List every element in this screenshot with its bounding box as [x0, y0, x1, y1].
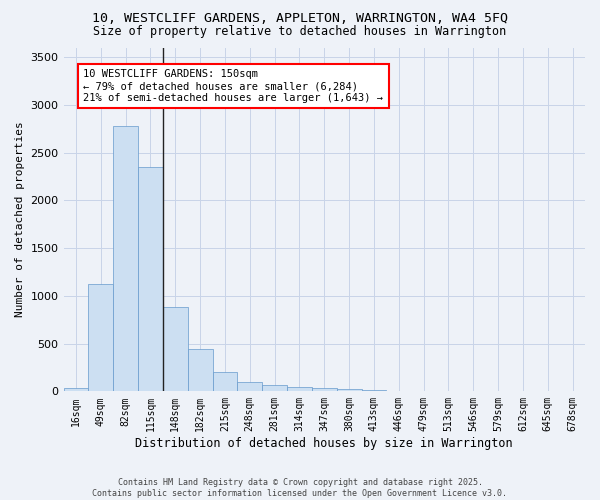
Bar: [188, 350, 212, 392]
Bar: [138, 167, 163, 392]
Text: Size of property relative to detached houses in Warrington: Size of property relative to detached ho…: [94, 25, 506, 38]
Bar: [113, 126, 138, 392]
Bar: [262, 384, 287, 392]
Text: 10, WESTCLIFF GARDENS, APPLETON, WARRINGTON, WA4 5FQ: 10, WESTCLIFF GARDENS, APPLETON, WARRING…: [92, 12, 508, 26]
Text: 10 WESTCLIFF GARDENS: 150sqm
← 79% of detached houses are smaller (6,284)
21% of: 10 WESTCLIFF GARDENS: 150sqm ← 79% of de…: [83, 70, 383, 102]
Bar: [64, 388, 88, 392]
Bar: [212, 372, 238, 392]
Bar: [312, 388, 337, 392]
Bar: [337, 390, 362, 392]
Bar: [238, 382, 262, 392]
Bar: [88, 284, 113, 392]
Y-axis label: Number of detached properties: Number of detached properties: [15, 122, 25, 318]
Bar: [362, 390, 386, 392]
Text: Contains HM Land Registry data © Crown copyright and database right 2025.
Contai: Contains HM Land Registry data © Crown c…: [92, 478, 508, 498]
Bar: [163, 308, 188, 392]
X-axis label: Distribution of detached houses by size in Warrington: Distribution of detached houses by size …: [136, 437, 513, 450]
Bar: [287, 386, 312, 392]
